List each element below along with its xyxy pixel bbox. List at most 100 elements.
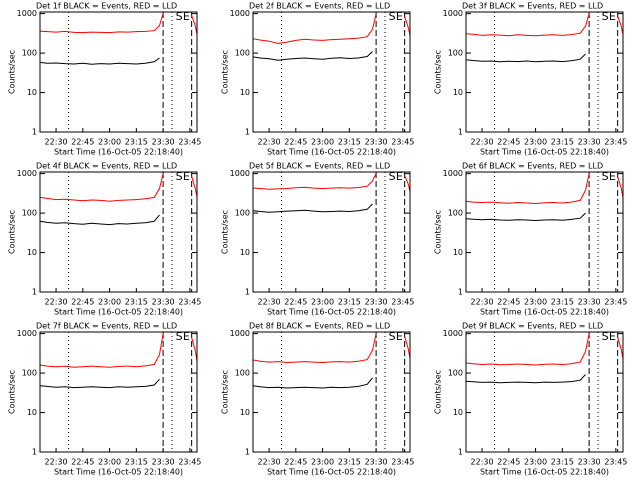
y-tick-label: 10 xyxy=(27,248,37,257)
x-tick-label: 22:45 xyxy=(284,458,307,467)
annotation: S xyxy=(602,10,609,23)
y-tick-label: 100 xyxy=(448,369,463,378)
x-tick-label: 23:45 xyxy=(604,458,627,467)
y-tick-label: 1 xyxy=(458,128,463,137)
y-axis-title: Counts/sec xyxy=(8,210,17,254)
annotation: E xyxy=(396,330,403,343)
x-axis-title: Start Time (16-Oct-05 22:18:40) xyxy=(54,308,183,317)
y-axis-title: Counts/sec xyxy=(221,210,230,254)
x-tick-label: 23:45 xyxy=(604,298,627,307)
plot-frame xyxy=(39,11,198,133)
chart-title: Det 1f BLACK = Events, RED = LLD xyxy=(36,2,177,11)
x-tick-label: 23:15 xyxy=(125,458,148,467)
x-tick-label: 23:30 xyxy=(365,298,388,307)
annotation: E xyxy=(396,170,403,183)
x-tick-label: 23:00 xyxy=(311,458,334,467)
series-line xyxy=(252,13,411,45)
annotation: S xyxy=(389,170,396,183)
x-tick-label: 22:30 xyxy=(45,138,68,147)
x-tick-label: 23:45 xyxy=(178,458,201,467)
series-line xyxy=(465,212,586,222)
x-tick-label: 22:30 xyxy=(471,298,494,307)
annotation: S xyxy=(176,170,183,183)
y-tick-label: 100 xyxy=(235,49,250,58)
y-tick-label: 1 xyxy=(245,128,250,137)
y-tick-label: 100 xyxy=(448,49,463,58)
x-tick-label: 23:30 xyxy=(365,138,388,147)
x-tick-label: 23:30 xyxy=(578,138,601,147)
x-tick-label: 23:00 xyxy=(524,298,547,307)
y-tick-label: 10 xyxy=(27,88,37,97)
x-tick-label: 23:00 xyxy=(524,458,547,467)
x-tick-label: 23:00 xyxy=(311,138,334,147)
x-axis-title: Start Time (16-Oct-05 22:18:40) xyxy=(267,148,396,157)
y-tick-label: 1000 xyxy=(443,9,463,18)
x-tick-label: 23:45 xyxy=(391,458,414,467)
y-tick-label: 1 xyxy=(245,448,250,457)
series-line xyxy=(252,173,411,192)
x-axis-title: Start Time (16-Oct-05 22:18:40) xyxy=(267,308,396,317)
series-line xyxy=(39,333,198,368)
x-tick-label: 22:30 xyxy=(471,458,494,467)
y-tick-label: 1 xyxy=(245,288,250,297)
x-tick-label: 23:00 xyxy=(311,298,334,307)
x-tick-label: 22:30 xyxy=(45,458,68,467)
x-tick-label: 22:45 xyxy=(497,138,520,147)
series-line xyxy=(252,203,373,213)
y-tick-label: 10 xyxy=(453,88,463,97)
x-tick-label: 23:45 xyxy=(178,298,201,307)
chart-title: Det 7f BLACK = Events, RED = LLD xyxy=(36,322,177,331)
x-axis-title: Start Time (16-Oct-05 22:18:40) xyxy=(267,468,396,477)
y-tick-label: 1 xyxy=(32,288,37,297)
y-tick-label: 10 xyxy=(240,408,250,417)
annotation: E xyxy=(609,170,616,183)
annotation: E xyxy=(609,330,616,343)
y-axis-title: Counts/sec xyxy=(221,50,230,94)
x-tick-label: 23:30 xyxy=(578,458,601,467)
x-tick-label: 22:45 xyxy=(71,138,94,147)
chart-title: Det 4f BLACK = Events, RED = LLD xyxy=(36,162,177,171)
x-axis-title: Start Time (16-Oct-05 22:18:40) xyxy=(480,148,609,157)
y-tick-label: 10 xyxy=(240,88,250,97)
series-line xyxy=(39,13,198,35)
y-tick-label: 1 xyxy=(32,448,37,457)
x-tick-label: 22:30 xyxy=(258,138,281,147)
y-tick-label: 10 xyxy=(27,408,37,417)
plot-frame xyxy=(39,331,198,453)
x-tick-label: 23:00 xyxy=(524,138,547,147)
x-tick-label: 23:30 xyxy=(152,138,175,147)
y-tick-label: 100 xyxy=(235,369,250,378)
y-tick-label: 100 xyxy=(22,209,37,218)
x-tick-label: 23:45 xyxy=(391,138,414,147)
chart-title: Det 6f BLACK = Events, RED = LLD xyxy=(462,162,603,171)
y-tick-label: 1 xyxy=(458,288,463,297)
plot-frame xyxy=(252,11,411,133)
x-tick-label: 23:15 xyxy=(338,138,361,147)
y-tick-label: 10 xyxy=(453,408,463,417)
y-tick-label: 10 xyxy=(453,248,463,257)
annotation: E xyxy=(609,10,616,23)
plot-frame xyxy=(252,171,411,293)
annotation: E xyxy=(396,10,403,23)
y-axis-title: Counts/sec xyxy=(8,50,17,94)
x-tick-label: 22:30 xyxy=(258,458,281,467)
y-tick-label: 100 xyxy=(448,209,463,218)
x-tick-label: 23:30 xyxy=(152,298,175,307)
x-tick-label: 23:45 xyxy=(604,138,627,147)
y-tick-label: 1 xyxy=(458,448,463,457)
y-tick-label: 1000 xyxy=(230,169,250,178)
x-axis-title: Start Time (16-Oct-05 22:18:40) xyxy=(54,468,183,477)
plot-frame xyxy=(465,171,624,293)
x-tick-label: 22:45 xyxy=(284,298,307,307)
y-axis-title: Counts/sec xyxy=(434,50,443,94)
x-tick-label: 23:15 xyxy=(551,298,574,307)
series-line xyxy=(252,333,411,364)
y-tick-label: 1 xyxy=(32,128,37,137)
annotation: S xyxy=(602,330,609,343)
y-tick-label: 10 xyxy=(240,248,250,257)
chart-title: Det 9f BLACK = Events, RED = LLD xyxy=(462,322,603,331)
annotation: E xyxy=(183,10,190,23)
y-axis-title: Counts/sec xyxy=(434,370,443,414)
